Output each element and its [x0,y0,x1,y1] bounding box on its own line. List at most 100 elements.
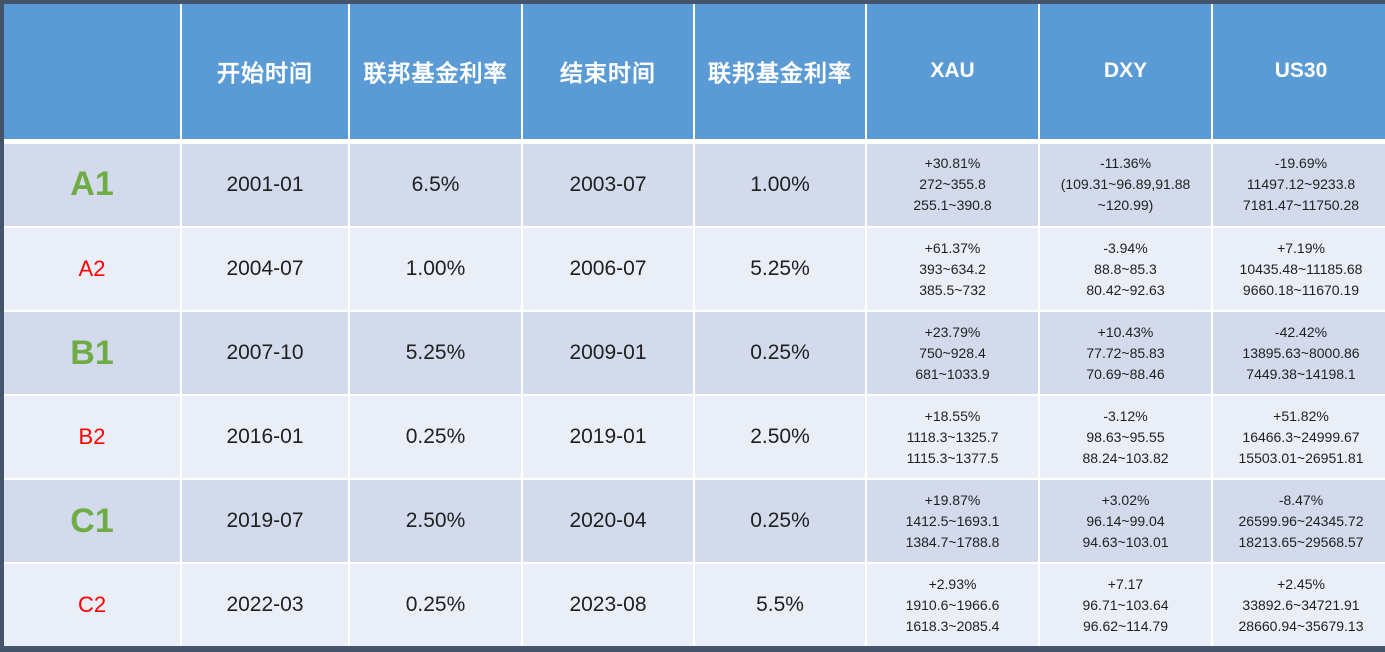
us30-range-close: 11497.12~9233.8 [1246,176,1356,193]
us30-range-close: 33892.6~34721.91 [1242,596,1360,613]
start-rate-cell: 0.25% [348,394,523,481]
row-label: A2 [78,256,106,281]
dxy-cell: +10.43% 77.72~85.83 70.69~88.46 [1038,310,1213,397]
row-label-cell: C2 [4,562,182,646]
us30-range-close: 13895.63~8000.86 [1242,344,1360,361]
end-date-cell: 2009-01 [521,310,695,397]
dxy-cell: -3.94% 88.8~85.3 80.42~92.63 [1038,225,1213,313]
table-row-b2: B2 2016-01 0.25% 2019-01 2.50% +18.55% 1… [4,394,1385,481]
row-label: A1 [70,165,114,204]
table-row-b1: B1 2007-10 5.25% 2009-01 0.25% +23.79% 7… [4,310,1385,397]
row-label-cell: A2 [4,225,182,313]
us30-range-extreme: 28660.94~35679.13 [1238,617,1364,634]
us30-change: -19.69% [1274,155,1328,172]
end-date-cell: 2023-08 [521,562,695,646]
xau-range-extreme: 255.1~390.8 [913,197,992,214]
header-xau: XAU [865,4,1040,144]
xau-range-extreme: 681~1033.9 [915,365,990,382]
row-label: C1 [70,501,114,540]
header-start-date: 开始时间 [180,4,350,144]
table-row-c1: C1 2019-07 2.50% 2020-04 0.25% +19.87% 1… [4,478,1385,565]
xau-cell: +2.93% 1910.6~1966.6 1618.3~2085.4 [865,562,1040,646]
xau-range-close: 750~928.4 [919,344,986,361]
us30-range-extreme: 18213.65~29568.57 [1238,533,1364,550]
dxy-change: +3.02% [1101,491,1150,508]
table-row-a2: A2 2004-07 1.00% 2006-07 5.25% +61.37% 3… [4,225,1385,313]
dxy-range-extreme: ~120.99) [1097,197,1154,214]
header-end-date: 结束时间 [521,4,695,144]
start-rate-cell: 2.50% [348,478,523,565]
start-date-cell: 2019-07 [180,478,350,565]
header-start-rate: 联邦基金利率 [348,4,523,144]
us30-change: +2.45% [1277,575,1325,592]
row-label: C2 [77,592,107,618]
dxy-range-extreme: 94.63~103.01 [1082,533,1169,550]
us30-range-close: 16466.3~24999.67 [1242,428,1360,445]
us30-cell: +2.45% 33892.6~34721.91 28660.94~35679.1… [1211,562,1385,646]
us30-cell: +7.19% 10435.48~11185.68 9660.18~11670.1… [1211,225,1385,313]
us30-range-close: 26599.96~24345.72 [1238,512,1364,529]
start-date-cell: 2007-10 [180,310,350,397]
dxy-range-extreme: 80.42~92.63 [1086,281,1165,298]
row-label-cell: A1 [4,140,182,228]
start-date-cell: 2001-01 [180,140,350,228]
end-rate-cell: 0.25% [693,478,867,565]
xau-change: +30.81% [924,155,981,172]
start-date-cell: 2016-01 [180,394,350,481]
xau-range-close: 272~355.8 [919,176,986,193]
xau-range-close: 393~634.2 [919,260,986,277]
end-date-cell: 2003-07 [521,140,695,228]
dxy-change: +10.43% [1097,323,1154,340]
dxy-cell: -11.36% (109.31~96.89,91.88 ~120.99) [1038,140,1213,228]
xau-range-extreme: 1115.3~1377.5 [906,449,999,466]
xau-change: +19.87% [924,491,981,508]
dxy-cell: +7.17 96.71~103.64 96.62~114.79 [1038,562,1213,646]
dxy-range-extreme: 88.24~103.82 [1082,449,1169,466]
end-rate-cell: 5.25% [693,225,867,313]
row-label-cell: C1 [4,478,182,565]
dxy-change: -3.12% [1103,407,1148,424]
dxy-cell: +3.02% 96.14~99.04 94.63~103.01 [1038,478,1213,565]
xau-range-close: 1910.6~1966.6 [905,596,1000,613]
table-row-a1: A1 2001-01 6.5% 2003-07 1.00% +30.81% 27… [4,140,1385,228]
xau-range-close: 1412.5~1693.1 [905,512,1000,529]
start-date-cell: 2022-03 [180,562,350,646]
end-date-cell: 2020-04 [521,478,695,565]
dxy-range-close: 77.72~85.83 [1086,344,1165,361]
xau-range-extreme: 385.5~732 [919,281,986,298]
xau-cell: +23.79% 750~928.4 681~1033.9 [865,310,1040,397]
end-rate-cell: 2.50% [693,394,867,481]
dxy-range-close: 88.8~85.3 [1094,260,1157,277]
row-label: B1 [70,333,114,372]
xau-cell: +30.81% 272~355.8 255.1~390.8 [865,140,1040,228]
us30-range-close: 10435.48~11185.68 [1239,260,1363,277]
xau-cell: +19.87% 1412.5~1693.1 1384.7~1788.8 [865,478,1040,565]
xau-change: +2.93% [928,575,977,592]
row-label: B2 [78,424,106,450]
us30-range-extreme: 9660.18~11670.19 [1242,281,1360,298]
xau-range-extreme: 1384.7~1788.8 [905,533,1000,550]
dxy-change: +7.17 [1107,575,1144,592]
end-rate-cell: 5.5% [693,562,867,646]
header-end-rate: 联邦基金利率 [693,4,867,144]
us30-change: -8.47% [1278,491,1324,508]
us30-range-extreme: 7449.38~14198.1 [1246,365,1356,382]
dxy-range-close: 96.71~103.64 [1082,596,1169,613]
us30-cell: -42.42% 13895.63~8000.86 7449.38~14198.1 [1211,310,1385,397]
xau-change: +23.79% [924,323,981,340]
xau-range-close: 1118.3~1325.7 [906,428,999,445]
start-rate-cell: 0.25% [348,562,523,646]
dxy-range-extreme: 96.62~114.79 [1083,617,1168,634]
header-us30: US30 [1211,4,1385,144]
table-row-c2: C2 2022-03 0.25% 2023-08 5.5% +2.93% 191… [4,562,1385,646]
xau-cell: +61.37% 393~634.2 385.5~732 [865,225,1040,313]
header-corner [4,4,182,144]
dxy-range-close: 96.14~99.04 [1086,512,1165,529]
dxy-cell: -3.12% 98.63~95.55 88.24~103.82 [1038,394,1213,481]
us30-change: +7.19% [1277,239,1325,256]
us30-cell: -19.69% 11497.12~9233.8 7181.47~11750.28 [1211,140,1385,228]
dxy-change: -3.94% [1103,239,1148,256]
dxy-change: -11.36% [1099,155,1152,172]
us30-change: -42.42% [1274,323,1328,340]
